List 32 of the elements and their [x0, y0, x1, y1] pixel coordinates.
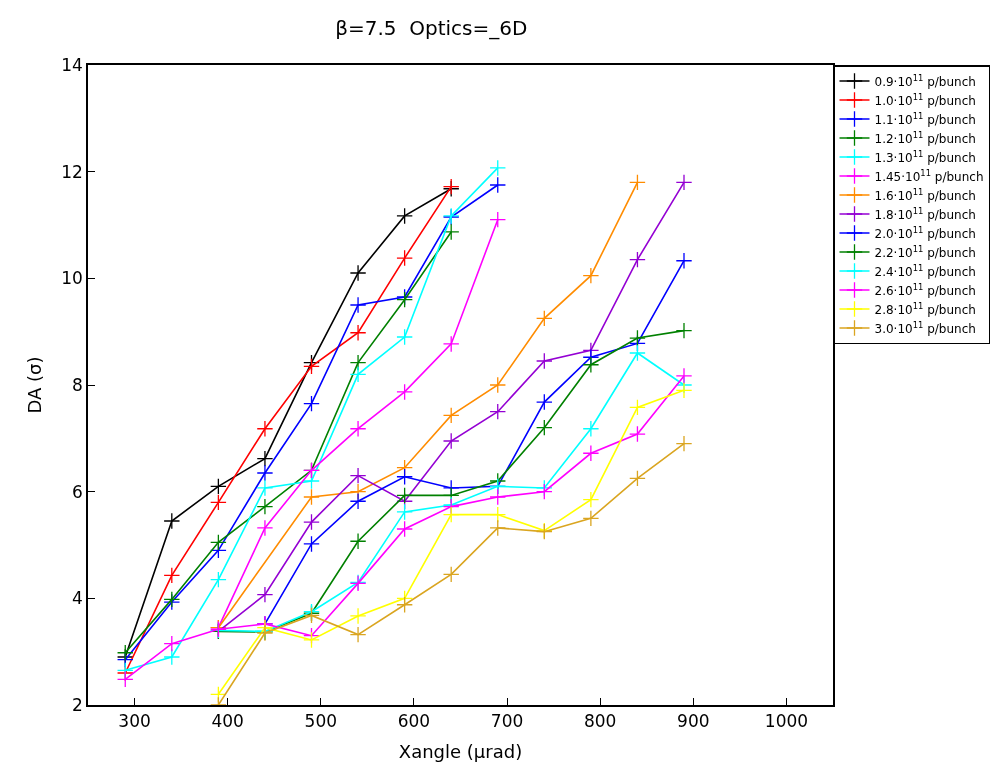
y-tick-label: 2 [72, 694, 83, 715]
legend-label: 0.9·10$^{11}$ p/bunch [874, 72, 976, 89]
y-tick-label: 10 [61, 268, 83, 289]
x-tick-label: 900 [677, 711, 710, 732]
x-tick-label: 600 [397, 711, 431, 732]
chart-title: β=7.5 Optics=_6D [335, 15, 528, 40]
legend-label: 2.8·10$^{11}$ p/bunch [874, 300, 976, 317]
y-tick-label: 14 [61, 54, 83, 75]
legend-label: 1.45·10$^{11}$ p/bunch [874, 167, 984, 184]
y-axis-title: DA (σ) [23, 356, 45, 414]
legend-label: 1.3·10$^{11}$ p/bunch [874, 148, 976, 165]
legend-label: 1.6·10$^{11}$ p/bunch [874, 186, 976, 203]
x-axis-title: Xangle (μrad) [398, 740, 523, 762]
legend-label: 2.6·10$^{11}$ p/bunch [874, 281, 976, 298]
legend-label: 1.8·10$^{11}$ p/bunch [874, 205, 976, 222]
x-tick-label: 700 [490, 711, 524, 732]
y-tick-label: 6 [72, 481, 83, 502]
legend-label: 2.0·10$^{11}$ p/bunch [874, 224, 976, 241]
legend-label: 2.2·10$^{11}$ p/bunch [874, 243, 976, 260]
y-tick-label: 8 [72, 374, 83, 395]
x-tick-label: 800 [583, 711, 617, 732]
x-tick-label: 1000 [764, 711, 809, 732]
y-tick-label: 4 [72, 588, 83, 609]
legend-label: 1.2·10$^{11}$ p/bunch [874, 129, 976, 146]
x-tick-label: 300 [118, 711, 151, 732]
y-tick-label: 12 [61, 161, 83, 182]
legend-label: 2.4·10$^{11}$ p/bunch [874, 262, 976, 279]
legend-label: 3.0·10$^{11}$ p/bunch [874, 319, 976, 336]
legend-label: 1.0·10$^{11}$ p/bunch [874, 91, 976, 108]
legend-label: 1.1·10$^{11}$ p/bunch [874, 110, 976, 127]
x-tick-label: 500 [304, 711, 338, 732]
x-tick-label: 400 [211, 711, 244, 732]
